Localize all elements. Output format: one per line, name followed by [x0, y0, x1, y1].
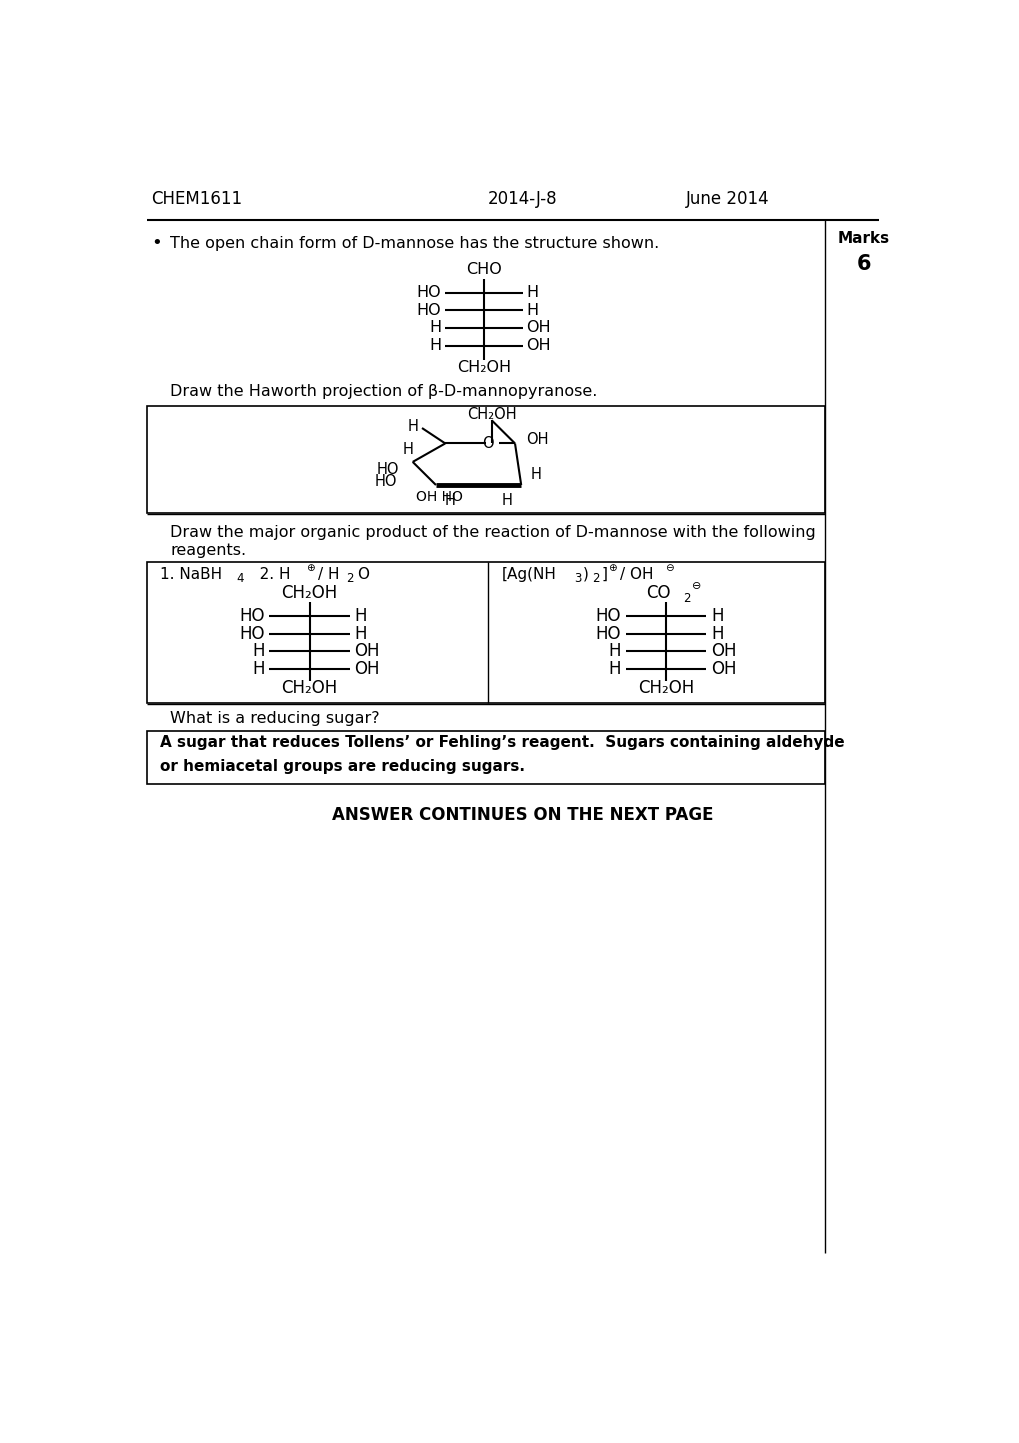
Text: OH: OH — [526, 338, 550, 354]
Text: Draw the Haworth projection of β-D-mannopyranose.: Draw the Haworth projection of β-D-manno… — [170, 384, 597, 398]
Text: 3: 3 — [574, 573, 581, 586]
Text: 4: 4 — [235, 573, 244, 586]
Text: OH HO: OH HO — [415, 489, 462, 504]
Bar — [147, 732, 824, 784]
Text: •: • — [151, 234, 161, 253]
Text: ⊕: ⊕ — [607, 563, 616, 573]
Text: 6: 6 — [856, 254, 870, 274]
Bar — [147, 561, 824, 703]
Text: 2: 2 — [683, 592, 690, 605]
Text: The open chain form of D-mannose has the structure shown.: The open chain form of D-mannose has the… — [170, 235, 658, 251]
Text: OH: OH — [355, 642, 380, 661]
Text: ): ) — [583, 567, 589, 582]
Text: 2: 2 — [592, 573, 599, 586]
Text: O: O — [357, 567, 369, 582]
Text: CO: CO — [645, 584, 669, 602]
Text: H: H — [710, 608, 722, 625]
Text: H: H — [444, 494, 454, 508]
Text: ⊖: ⊖ — [692, 582, 701, 590]
Text: HO: HO — [374, 473, 396, 489]
Text: CH₂OH: CH₂OH — [281, 584, 337, 602]
Text: CH₂OH: CH₂OH — [281, 680, 337, 697]
Text: HO: HO — [595, 608, 621, 625]
Text: HO: HO — [376, 462, 398, 478]
Text: OH: OH — [355, 659, 380, 678]
Text: CHO: CHO — [466, 263, 501, 277]
Text: / H: / H — [318, 567, 339, 582]
Text: H: H — [355, 608, 367, 625]
Text: OH: OH — [710, 659, 736, 678]
Text: H: H — [252, 659, 264, 678]
Text: HO: HO — [238, 608, 264, 625]
Text: HO: HO — [595, 625, 621, 642]
Text: H: H — [608, 642, 621, 661]
Text: OH: OH — [526, 431, 548, 447]
Text: H: H — [252, 642, 264, 661]
Text: June 2014: June 2014 — [685, 189, 768, 208]
Text: CHEM1611: CHEM1611 — [151, 189, 242, 208]
Text: Marks: Marks — [837, 231, 889, 247]
Text: H: H — [407, 418, 418, 434]
Text: What is a reducing sugar?: What is a reducing sugar? — [170, 711, 379, 726]
Text: H: H — [710, 625, 722, 642]
Text: H: H — [526, 303, 538, 317]
Text: H: H — [429, 320, 441, 335]
Text: HO: HO — [417, 303, 441, 317]
Text: Draw the major organic product of the reaction of D-mannose with the following: Draw the major organic product of the re… — [170, 525, 815, 540]
Text: HO: HO — [238, 625, 264, 642]
Text: A sugar that reduces Tollens’ or Fehling’s reagent.  Sugars containing aldehyde: A sugar that reduces Tollens’ or Fehling… — [160, 736, 844, 750]
Text: O: O — [482, 436, 493, 450]
Text: reagents.: reagents. — [170, 543, 246, 558]
Text: H: H — [355, 625, 367, 642]
Text: OH: OH — [710, 642, 736, 661]
Text: CH₂OH: CH₂OH — [467, 407, 516, 421]
Text: H: H — [403, 442, 413, 457]
Bar — [147, 407, 824, 512]
Text: CH₂OH: CH₂OH — [457, 361, 511, 375]
Text: / OH: / OH — [619, 567, 652, 582]
Text: ]: ] — [601, 567, 607, 582]
Text: HO: HO — [417, 286, 441, 300]
Text: ⊕: ⊕ — [306, 563, 314, 573]
Text: or hemiacetal groups are reducing sugars.: or hemiacetal groups are reducing sugars… — [160, 759, 525, 775]
Text: 2014-J-8: 2014-J-8 — [487, 189, 557, 208]
Text: 2: 2 — [345, 573, 354, 586]
Text: CH₂OH: CH₂OH — [637, 680, 694, 697]
Text: ANSWER CONTINUES ON THE NEXT PAGE: ANSWER CONTINUES ON THE NEXT PAGE — [331, 805, 713, 824]
Text: H: H — [429, 338, 441, 354]
Text: H: H — [530, 466, 541, 482]
Text: ⊖: ⊖ — [664, 563, 673, 573]
Text: 1. NaBH: 1. NaBH — [160, 567, 222, 582]
Text: [Ag(NH: [Ag(NH — [501, 567, 556, 582]
Text: 2. H: 2. H — [245, 567, 290, 582]
Text: H: H — [608, 659, 621, 678]
Text: H: H — [501, 494, 513, 508]
Text: OH: OH — [526, 320, 550, 335]
Text: H: H — [526, 286, 538, 300]
